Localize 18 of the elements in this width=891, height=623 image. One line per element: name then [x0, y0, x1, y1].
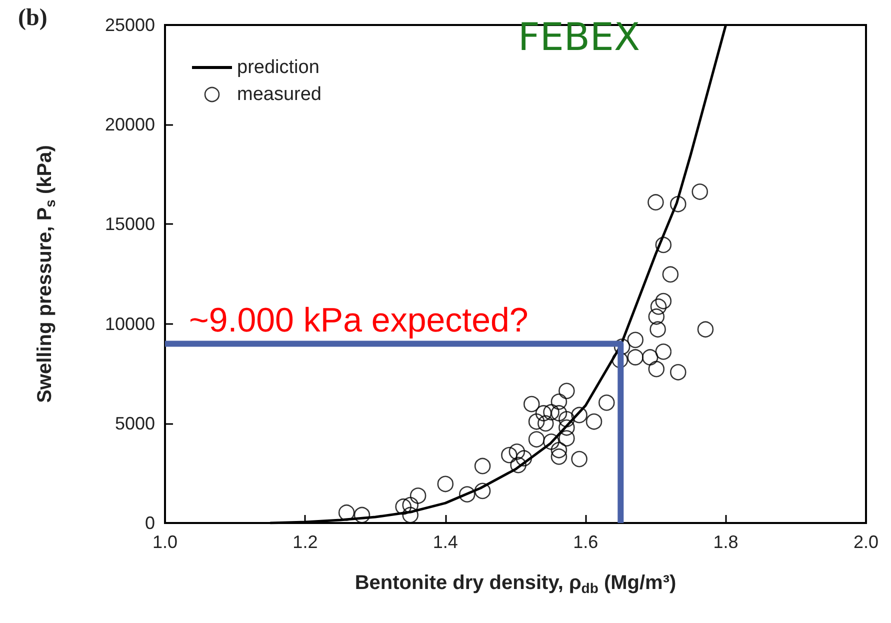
annotation: ~9.000 kPa expected?: [189, 302, 528, 340]
x-tick-label: 1.2: [292, 532, 318, 552]
x-tick-label: 1.6: [573, 532, 598, 552]
y-tick-label: 5000: [114, 413, 155, 434]
y-tick-label: 10000: [104, 314, 155, 334]
y-tick-label: 20000: [104, 114, 155, 135]
text: (b): [18, 5, 48, 31]
y-tick-label: 0: [144, 513, 155, 533]
legend-label: prediction: [237, 57, 320, 78]
annotation: FEBEX: [518, 15, 640, 59]
x-tick-label: 1.4: [432, 532, 458, 552]
x-tick-label: 1.0: [152, 532, 178, 552]
x-tick-label: 1.8: [713, 532, 738, 552]
y-tick-label: 15000: [104, 214, 155, 234]
y-axis-title: Swelling pressure, Ps (kPa): [34, 145, 58, 403]
x-tick-label: 2.0: [853, 532, 879, 552]
legend-label: measured: [237, 84, 322, 105]
y-tick-label: 25000: [104, 15, 155, 35]
